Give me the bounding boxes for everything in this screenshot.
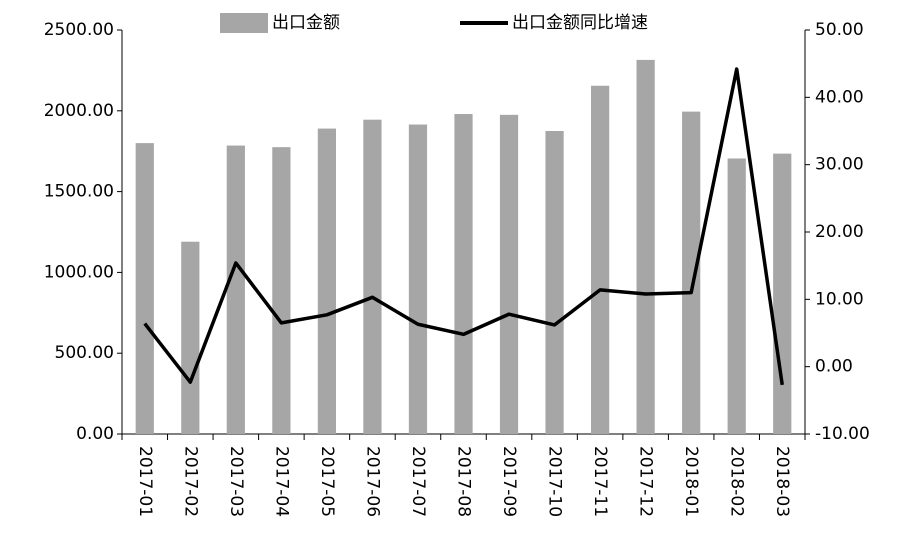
y-tick-label: 1500.00 — [44, 182, 114, 202]
bar — [363, 119, 382, 435]
bar — [454, 114, 473, 435]
y2-tick-label: 20.00 — [815, 222, 864, 242]
x-tick-label: 2017-10 — [545, 446, 565, 517]
x-tick-label: 2017-04 — [271, 446, 291, 517]
y2-tick-label: 50.00 — [815, 20, 864, 40]
x-tick-label: 2017-05 — [317, 446, 337, 517]
x-tick-label: 2017-01 — [135, 446, 155, 517]
x-tick-label: 2018-02 — [727, 446, 747, 517]
x-tick-label: 2017-12 — [636, 446, 656, 517]
bar — [317, 128, 337, 435]
x-tick-label: 2018-03 — [772, 446, 792, 517]
legend-label: 出口金额 — [272, 13, 340, 33]
bar — [727, 158, 746, 435]
y-tick-label: 1000.00 — [44, 262, 114, 282]
bar — [272, 147, 291, 434]
bar — [408, 124, 428, 434]
x-tick-label: 2017-08 — [454, 446, 474, 517]
bar — [636, 59, 655, 435]
bar — [682, 111, 701, 434]
x-tick-label: 2017-09 — [499, 446, 519, 517]
x-tick-label: 2017-11 — [590, 446, 610, 517]
x-tick-label: 2017-02 — [180, 446, 200, 517]
y-tick-label: 0.00 — [76, 424, 114, 444]
x-tick-label: 2018-01 — [681, 446, 701, 517]
bar — [181, 241, 200, 434]
y2-tick-label: 0.00 — [815, 357, 853, 377]
bar — [499, 114, 519, 434]
x-tick-label: 2017-03 — [226, 446, 246, 517]
y-tick-label: 500.00 — [55, 343, 114, 363]
bar — [226, 145, 245, 434]
bar — [135, 143, 154, 434]
bar — [590, 85, 610, 434]
y2-tick-label: 40.00 — [815, 87, 864, 107]
y2-tick-label: 30.00 — [815, 155, 864, 175]
bar — [545, 131, 564, 434]
y2-tick-label: 10.00 — [815, 289, 864, 309]
y-tick-label: 2500.00 — [44, 20, 114, 40]
legend-swatch — [220, 13, 268, 33]
x-tick-label: 2017-06 — [362, 446, 382, 517]
legend-label: 出口金额同比增速 — [512, 13, 648, 33]
y-tick-label: 2000.00 — [44, 101, 114, 121]
bar — [773, 153, 792, 434]
line — [143, 67, 784, 386]
x-tick-label: 2017-07 — [408, 446, 428, 517]
y2-tick-label: -10.00 — [815, 424, 870, 444]
